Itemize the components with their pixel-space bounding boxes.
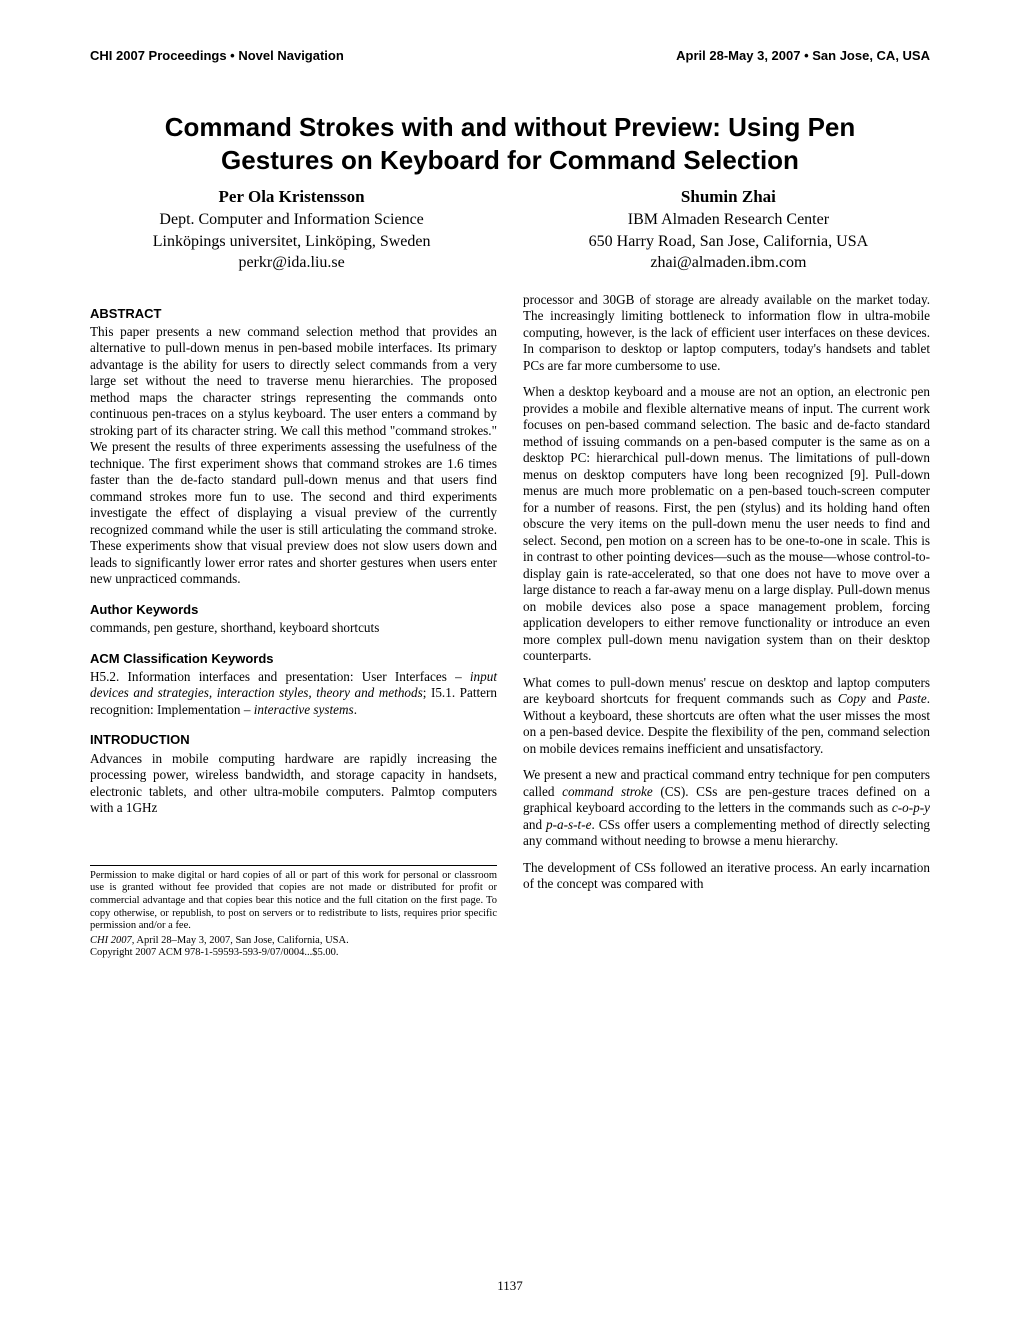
author-1-affil2: Linköpings universitet, Linköping, Swede… [90, 231, 493, 253]
acm-keywords-text: H5.2. Information interfaces and present… [90, 669, 497, 719]
author-1-email: perkr@ida.liu.se [90, 252, 493, 274]
author-keywords-text: commands, pen gesture, shorthand, keyboa… [90, 620, 497, 637]
paper-title: Command Strokes with and without Preview… [90, 111, 930, 176]
author-2-name: Shumin Zhai [527, 186, 930, 209]
header-left: CHI 2007 Proceedings • Novel Navigation [90, 48, 344, 63]
abstract-text: This paper presents a new command select… [90, 324, 497, 588]
col2-p3: What comes to pull-down menus' rescue on… [523, 675, 930, 758]
left-column: ABSTRACT This paper presents a new comma… [90, 292, 497, 960]
permission-copyright: Copyright 2007 ACM 978-1-59593-593-9/07/… [90, 947, 497, 960]
col2-p4: We present a new and practical command e… [523, 767, 930, 850]
author-2: Shumin Zhai IBM Almaden Research Center … [527, 186, 930, 274]
page-number: 1137 [0, 1278, 1020, 1294]
author-1-name: Per Ola Kristensson [90, 186, 493, 209]
author-1-affil1: Dept. Computer and Information Science [90, 209, 493, 231]
author-1: Per Ola Kristensson Dept. Computer and I… [90, 186, 493, 274]
author-2-affil1: IBM Almaden Research Center [527, 209, 930, 231]
author-keywords-heading: Author Keywords [90, 602, 497, 618]
col2-p5: The development of CSs followed an itera… [523, 860, 930, 893]
col2-p1: processor and 30GB of storage are alread… [523, 292, 930, 375]
running-header: CHI 2007 Proceedings • Novel Navigation … [90, 48, 930, 63]
title-line-1: Command Strokes with and without Preview… [165, 112, 856, 142]
body-columns: ABSTRACT This paper presents a new comma… [90, 292, 930, 960]
permission-text: Permission to make digital or hard copie… [90, 870, 497, 933]
introduction-p1: Advances in mobile computing hardware ar… [90, 751, 497, 817]
right-column: processor and 30GB of storage are alread… [523, 292, 930, 960]
permission-cite: CHI 2007, April 28–May 3, 2007, San Jose… [90, 935, 497, 948]
permission-notice: Permission to make digital or hard copie… [90, 865, 497, 960]
header-right: April 28-May 3, 2007 • San Jose, CA, USA [676, 48, 930, 63]
abstract-heading: ABSTRACT [90, 306, 497, 322]
acm-keywords-heading: ACM Classification Keywords [90, 651, 497, 667]
authors-block: Per Ola Kristensson Dept. Computer and I… [90, 186, 930, 274]
title-line-2: Gestures on Keyboard for Command Selecti… [221, 145, 799, 175]
author-2-email: zhai@almaden.ibm.com [527, 252, 930, 274]
author-2-affil2: 650 Harry Road, San Jose, California, US… [527, 231, 930, 253]
col2-p2: When a desktop keyboard and a mouse are … [523, 384, 930, 665]
introduction-heading: INTRODUCTION [90, 732, 497, 748]
